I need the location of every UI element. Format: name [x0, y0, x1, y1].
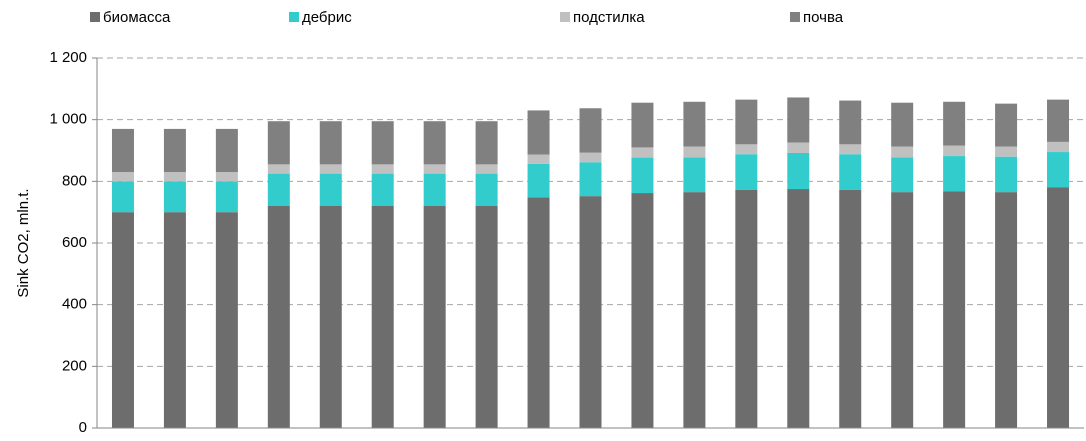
bar-segment [735, 189, 758, 428]
bar-segment [527, 154, 550, 164]
bar-segment [683, 146, 706, 158]
bar-segment [371, 206, 394, 428]
bar-segment [631, 157, 654, 194]
y-tick-label: 0 [79, 419, 87, 436]
bar-segment [579, 196, 602, 428]
bar-segment [683, 157, 706, 193]
bar-segment [891, 102, 914, 147]
bar-segment [1047, 99, 1070, 142]
bar-segment [163, 128, 186, 173]
bar-segment [943, 145, 966, 157]
y-axis-title: Sink CO2, mln.t. [15, 188, 32, 297]
bar-segment [1047, 187, 1070, 428]
bar-segment [215, 181, 238, 213]
bar-segment [787, 189, 810, 428]
bar-segment [319, 206, 342, 428]
bar-segment [371, 121, 394, 165]
bar-segment [1047, 141, 1070, 153]
y-tick-label: 800 [62, 172, 87, 189]
bar-segment [527, 197, 550, 428]
bar-segment [527, 110, 550, 155]
legend-swatch [289, 12, 299, 22]
bar-segment [163, 212, 186, 428]
bar-segment [787, 152, 810, 190]
bar-segment [631, 193, 654, 428]
bar-segment [267, 206, 290, 428]
bar-segment [111, 181, 134, 213]
bar-segment [163, 181, 186, 213]
bar-segment [787, 142, 810, 153]
bar-segment [943, 191, 966, 428]
bar-segment [735, 154, 758, 190]
bar-segment [475, 206, 498, 428]
bar-segment [735, 99, 758, 145]
bar-segment [111, 172, 134, 182]
bar-segment [215, 172, 238, 182]
bar-segment [371, 164, 394, 174]
bar-segment [423, 173, 446, 206]
legend-label: подстилка [573, 9, 645, 26]
bar-segment [631, 102, 654, 148]
bar-segment [839, 100, 862, 145]
bar-segment [475, 121, 498, 165]
bar-segment [215, 212, 238, 428]
y-tick-label: 200 [62, 357, 87, 374]
bar-segment [995, 103, 1018, 147]
bar-segment [215, 128, 238, 173]
bar-segment [423, 206, 446, 428]
bar-segment [683, 101, 706, 147]
bar-segment [891, 192, 914, 428]
bar-segment [475, 173, 498, 206]
bar-segment [839, 154, 862, 190]
bar-segment [319, 121, 342, 165]
bar-segment [839, 144, 862, 155]
y-tick-label: 1 000 [49, 111, 87, 128]
legend-label: дебрис [302, 9, 352, 26]
legend-swatch [560, 12, 570, 22]
bar-segment [475, 164, 498, 174]
bar-segment [423, 121, 446, 165]
bar-segment [319, 164, 342, 174]
bar-segment [163, 172, 186, 182]
y-tick-label: 600 [62, 234, 87, 251]
bar-segment [995, 192, 1018, 428]
legend-label: почва [803, 9, 844, 26]
bar-segment [527, 163, 550, 198]
bar-segment [579, 108, 602, 153]
bar-segment [111, 128, 134, 173]
bar-segment [839, 189, 862, 428]
bar-segment [579, 152, 602, 163]
bar-segment [371, 173, 394, 206]
bar-segment [943, 156, 966, 192]
bar-segment [319, 173, 342, 206]
bar-segment [735, 144, 758, 155]
bar-segment [423, 164, 446, 174]
legend-label: биомасса [103, 9, 171, 26]
legend-swatch [790, 12, 800, 22]
y-tick-label: 1 200 [49, 49, 87, 66]
bar-segment [683, 192, 706, 428]
legend-swatch [90, 12, 100, 22]
bar-segment [943, 101, 966, 146]
bar-segment [631, 147, 654, 158]
bar-segment [267, 164, 290, 174]
bar-segment [111, 212, 134, 428]
bar-segment [995, 146, 1018, 157]
bar-segment [891, 146, 914, 158]
bar-segment [995, 156, 1018, 193]
bar-segment [1047, 152, 1070, 188]
bar-segment [267, 121, 290, 165]
bar-segment [579, 162, 602, 197]
y-tick-label: 400 [62, 296, 87, 313]
bar-segment [787, 97, 810, 143]
bar-segment [267, 173, 290, 206]
bar-segment [891, 157, 914, 193]
